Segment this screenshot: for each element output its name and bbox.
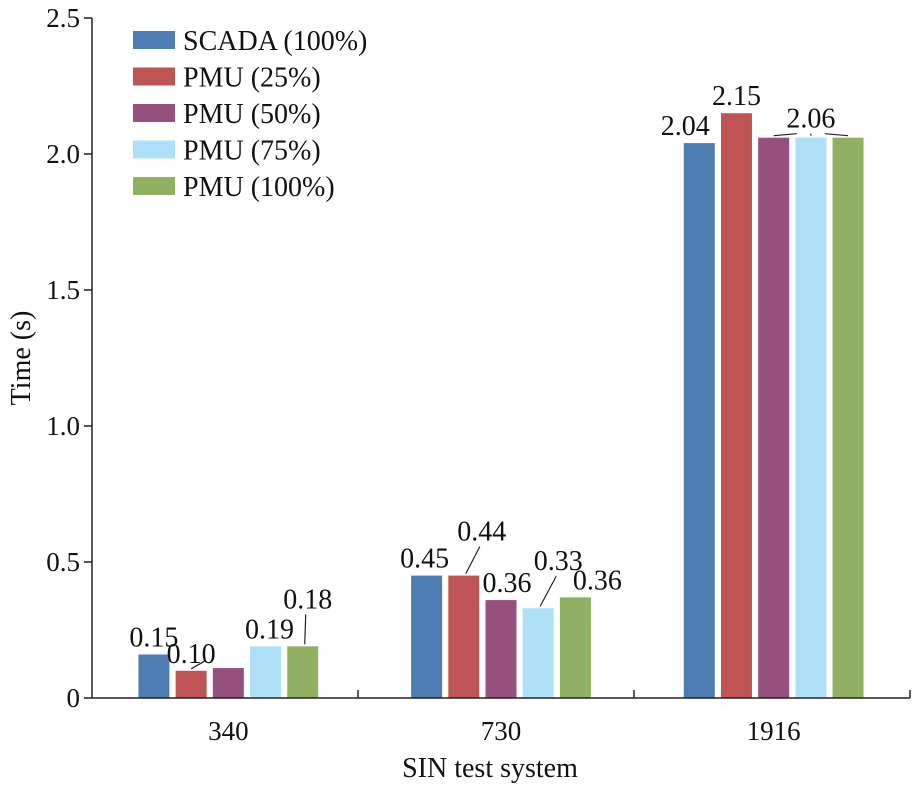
data-label: 2.15 — [712, 81, 761, 112]
data-label: 0.33 — [534, 546, 583, 577]
legend-label: PMU (25%) — [183, 63, 321, 94]
leader-line — [539, 575, 557, 607]
data-label: 2.04 — [661, 111, 710, 142]
data-label: 0.45 — [400, 544, 449, 575]
bar-730-pmu-25 — [448, 575, 480, 698]
legend-swatch — [133, 31, 175, 49]
y-tick-label: 2.0 — [46, 139, 80, 169]
legend-swatch — [133, 67, 175, 86]
data-label: 0.15 — [129, 622, 178, 653]
y-tick-label: 2.5 — [46, 3, 80, 33]
data-label: 0.44 — [457, 517, 506, 548]
legend-swatch — [133, 104, 175, 122]
bar-1916-pmu-25 — [720, 113, 752, 698]
y-tick-label: 0 — [67, 683, 81, 713]
legend-label: PMU (75%) — [183, 136, 321, 167]
legend-label: PMU (50%) — [183, 99, 321, 130]
data-label: 0.36 — [573, 565, 622, 596]
y-tick-label: 1.0 — [46, 411, 80, 441]
bar-730-scada-100 — [411, 575, 443, 698]
x-tick-label: 1916 — [747, 716, 801, 746]
legend-label: SCADA (100%) — [183, 26, 367, 57]
leader-line — [824, 133, 849, 137]
bar-730-pmu-50 — [485, 600, 517, 698]
legend: SCADA (100%) PMU (25%) PMU (50%) PMU (75%) P… — [133, 26, 367, 203]
leader-line — [465, 546, 481, 574]
x-axis-title: SIN test system — [402, 753, 578, 784]
bar-1916-pmu-75 — [795, 137, 827, 698]
y-axis-title: Time (s) — [6, 311, 37, 406]
y-tick-label: 0.5 — [46, 547, 80, 577]
bar-1916-scada-100 — [683, 143, 715, 698]
bar-730-pmu-75 — [522, 608, 554, 698]
leader-line — [190, 660, 206, 670]
legend-swatch — [133, 177, 175, 195]
data-label: 0.10 — [167, 639, 216, 670]
bar-340-pmu-25 — [175, 670, 207, 698]
data-label: 0.18 — [283, 584, 332, 615]
bar-730-pmu-100 — [559, 597, 591, 698]
bar-340-pmu-50 — [212, 668, 244, 698]
x-tick-label: 730 — [481, 716, 522, 746]
bar-1916-pmu-50 — [758, 137, 790, 698]
leader-line — [304, 614, 307, 645]
data-label: 0.36 — [483, 568, 532, 599]
bar-340-pmu-100 — [287, 646, 319, 698]
leader-line — [773, 133, 797, 137]
x-tick-label: 340 — [208, 716, 249, 746]
bar-340-scada-100 — [138, 654, 170, 698]
legend-label: PMU (100%) — [183, 172, 335, 203]
bar-1916-pmu-100 — [832, 137, 864, 698]
data-label: 0.19 — [245, 614, 294, 645]
y-tick-label: 1.5 — [46, 275, 80, 305]
legend-swatch — [133, 140, 175, 159]
bar-340-pmu-75 — [250, 646, 282, 698]
data-label: 2.06 — [786, 104, 835, 135]
